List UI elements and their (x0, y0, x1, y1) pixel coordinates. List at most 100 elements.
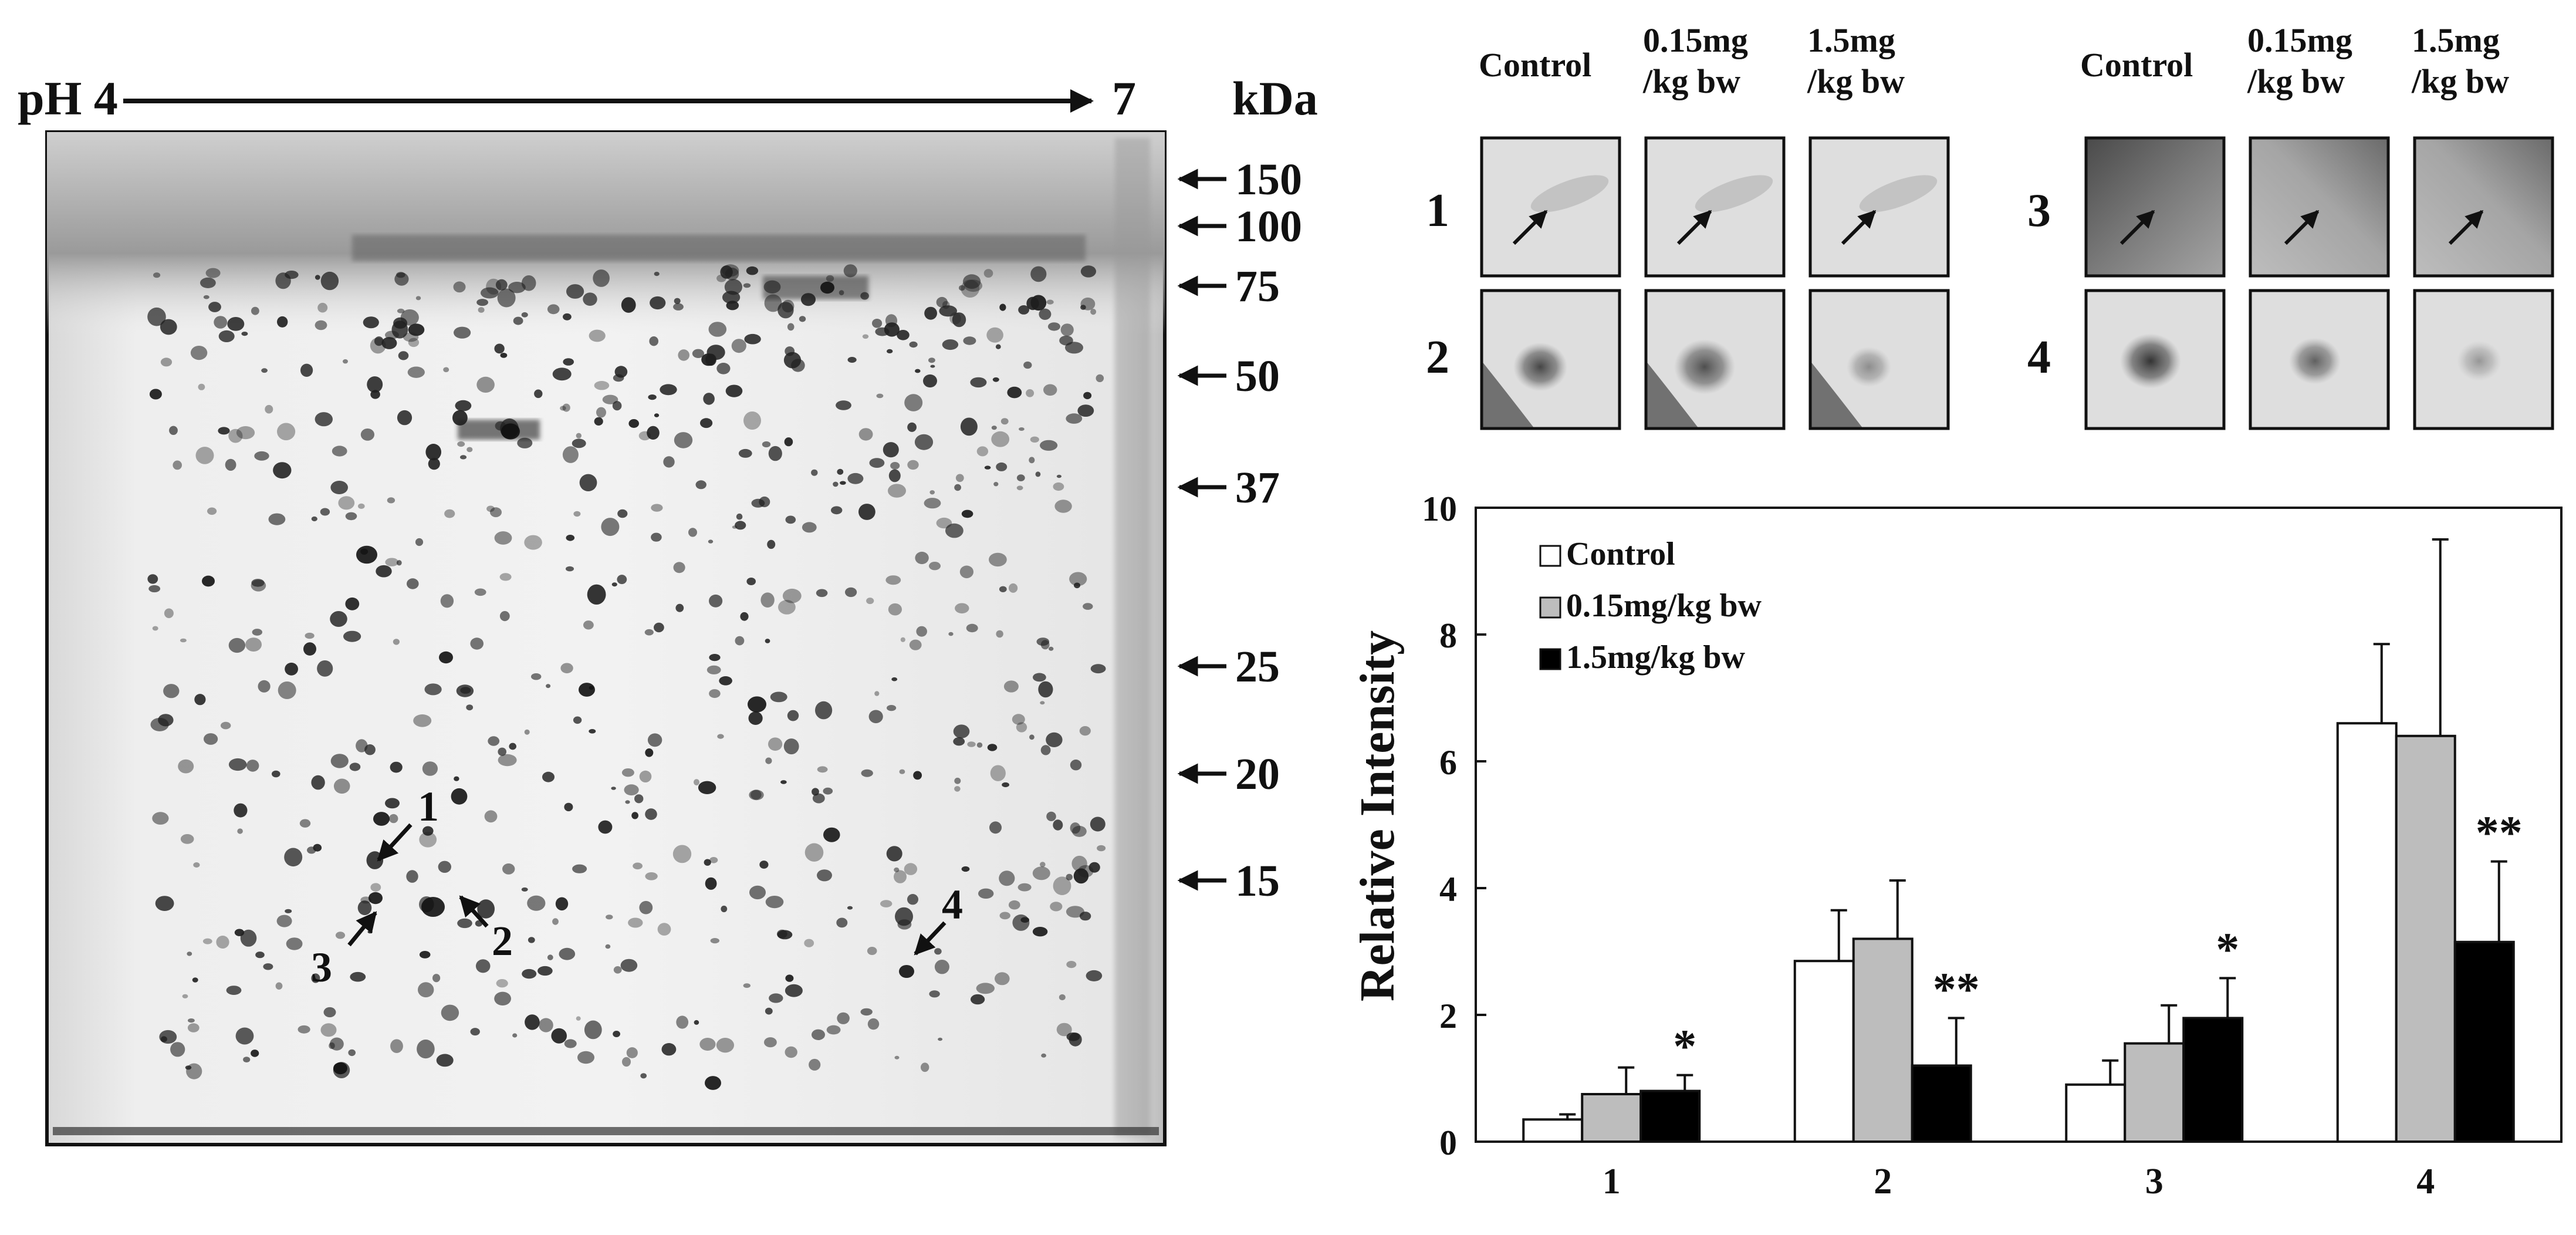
gel-spot (1032, 866, 1050, 880)
inset-tile (2413, 289, 2554, 430)
gel-spot (948, 632, 954, 636)
gel-spot (501, 423, 520, 440)
gel-spot (787, 710, 799, 721)
gel-spot (631, 812, 638, 819)
gel-spot (1030, 295, 1047, 311)
gel-spot (343, 359, 348, 364)
gel-spot (966, 623, 978, 633)
gel-spot (929, 490, 935, 495)
gel-spot (1083, 603, 1093, 610)
gel-spot (589, 729, 596, 734)
gel-spot (639, 770, 652, 782)
gel-spot (708, 539, 714, 544)
inset-arrow (2284, 210, 2320, 245)
gel-spot (1041, 1053, 1046, 1058)
gel-spot (999, 303, 1006, 311)
gel-spot (320, 508, 330, 516)
gel-spot (1069, 572, 1087, 586)
gel-spot (180, 834, 194, 844)
gel-spot (315, 320, 327, 330)
gel-spot (397, 308, 405, 313)
gel-spot (343, 630, 361, 642)
gel-spot (317, 660, 333, 677)
gel-spot (802, 522, 817, 533)
gel-spot (204, 733, 218, 745)
gel-spot (746, 266, 759, 275)
gel-spot (815, 701, 833, 720)
gel-spot (265, 404, 273, 414)
gel-spot (888, 469, 901, 482)
gel-spot (748, 711, 763, 725)
gel-spot (562, 446, 579, 463)
gel-spot (1066, 961, 1077, 969)
spot-label-1: 1 (418, 783, 439, 830)
gel-spot (993, 482, 999, 487)
gel-spot (552, 918, 559, 925)
gel-spot (190, 346, 208, 360)
gel-spot (348, 1049, 356, 1057)
gel-spot (454, 326, 471, 339)
gel-spot (939, 305, 957, 317)
gel-spot (200, 277, 216, 288)
gel-spot (858, 428, 873, 441)
gel-spot (226, 986, 242, 995)
gel-spot (867, 1018, 880, 1030)
gel-spot (332, 446, 347, 457)
gel-spot (484, 810, 498, 823)
gel-spot (731, 339, 746, 353)
gel-spot (1066, 1032, 1080, 1041)
gel-spot (251, 1050, 259, 1057)
gel-spot (1083, 392, 1092, 400)
inset-arrow (2119, 210, 2155, 245)
gel-spot (577, 1051, 594, 1064)
gel-spot (611, 787, 616, 790)
bar (1522, 1118, 1584, 1143)
gel-spot (809, 1058, 821, 1071)
inset-tile (2084, 136, 2226, 278)
gel-spot (573, 716, 582, 724)
y-tick-label: 0 (1439, 1123, 1457, 1162)
gel-spot (228, 637, 246, 653)
ph-end-label: 7 (1112, 72, 1136, 125)
gel-spot (639, 900, 653, 915)
gel-spot (743, 983, 751, 988)
gel-spot (278, 681, 296, 699)
gel-spot (769, 993, 783, 1003)
gel-spot (929, 990, 940, 998)
gel-spot (875, 327, 890, 336)
gel-spot (551, 1028, 567, 1044)
bar (2124, 1042, 2185, 1143)
gel-spot (804, 939, 814, 947)
inset-arrow (1841, 210, 1877, 245)
gel-spot (765, 896, 784, 909)
gel-spot (357, 900, 372, 916)
gel-spot (709, 857, 718, 863)
gel-spot (202, 938, 212, 944)
legend-label: 1.5mg/kg bw (1566, 639, 1745, 676)
gel-spot (913, 771, 922, 780)
gel-spot (500, 353, 508, 358)
gel-spot (240, 929, 257, 947)
inset-header-control-left: Control (1479, 46, 1591, 84)
gel-spot (694, 1020, 699, 1025)
inset-row-label-4: 4 (2027, 332, 2051, 383)
gel-spot (633, 862, 643, 870)
y-tick-label: 6 (1439, 743, 1457, 782)
gel-spot (804, 843, 824, 862)
gel-spot (385, 558, 399, 566)
gel-spot (724, 279, 742, 295)
bar (1793, 960, 1855, 1143)
gel-spot (583, 292, 597, 306)
gel-spot (315, 412, 333, 427)
gel-spot (221, 721, 231, 730)
gel-spot (527, 895, 546, 911)
gel-spot (559, 947, 576, 960)
gel-spot (481, 287, 499, 299)
gel-spot (153, 272, 161, 278)
gel-spot (1047, 322, 1060, 331)
gel-spot (370, 390, 380, 399)
gel-spot (1007, 386, 1022, 399)
inset-arrow (1512, 210, 1548, 245)
legend-swatch (1539, 596, 1561, 619)
gel-spot (494, 531, 512, 545)
